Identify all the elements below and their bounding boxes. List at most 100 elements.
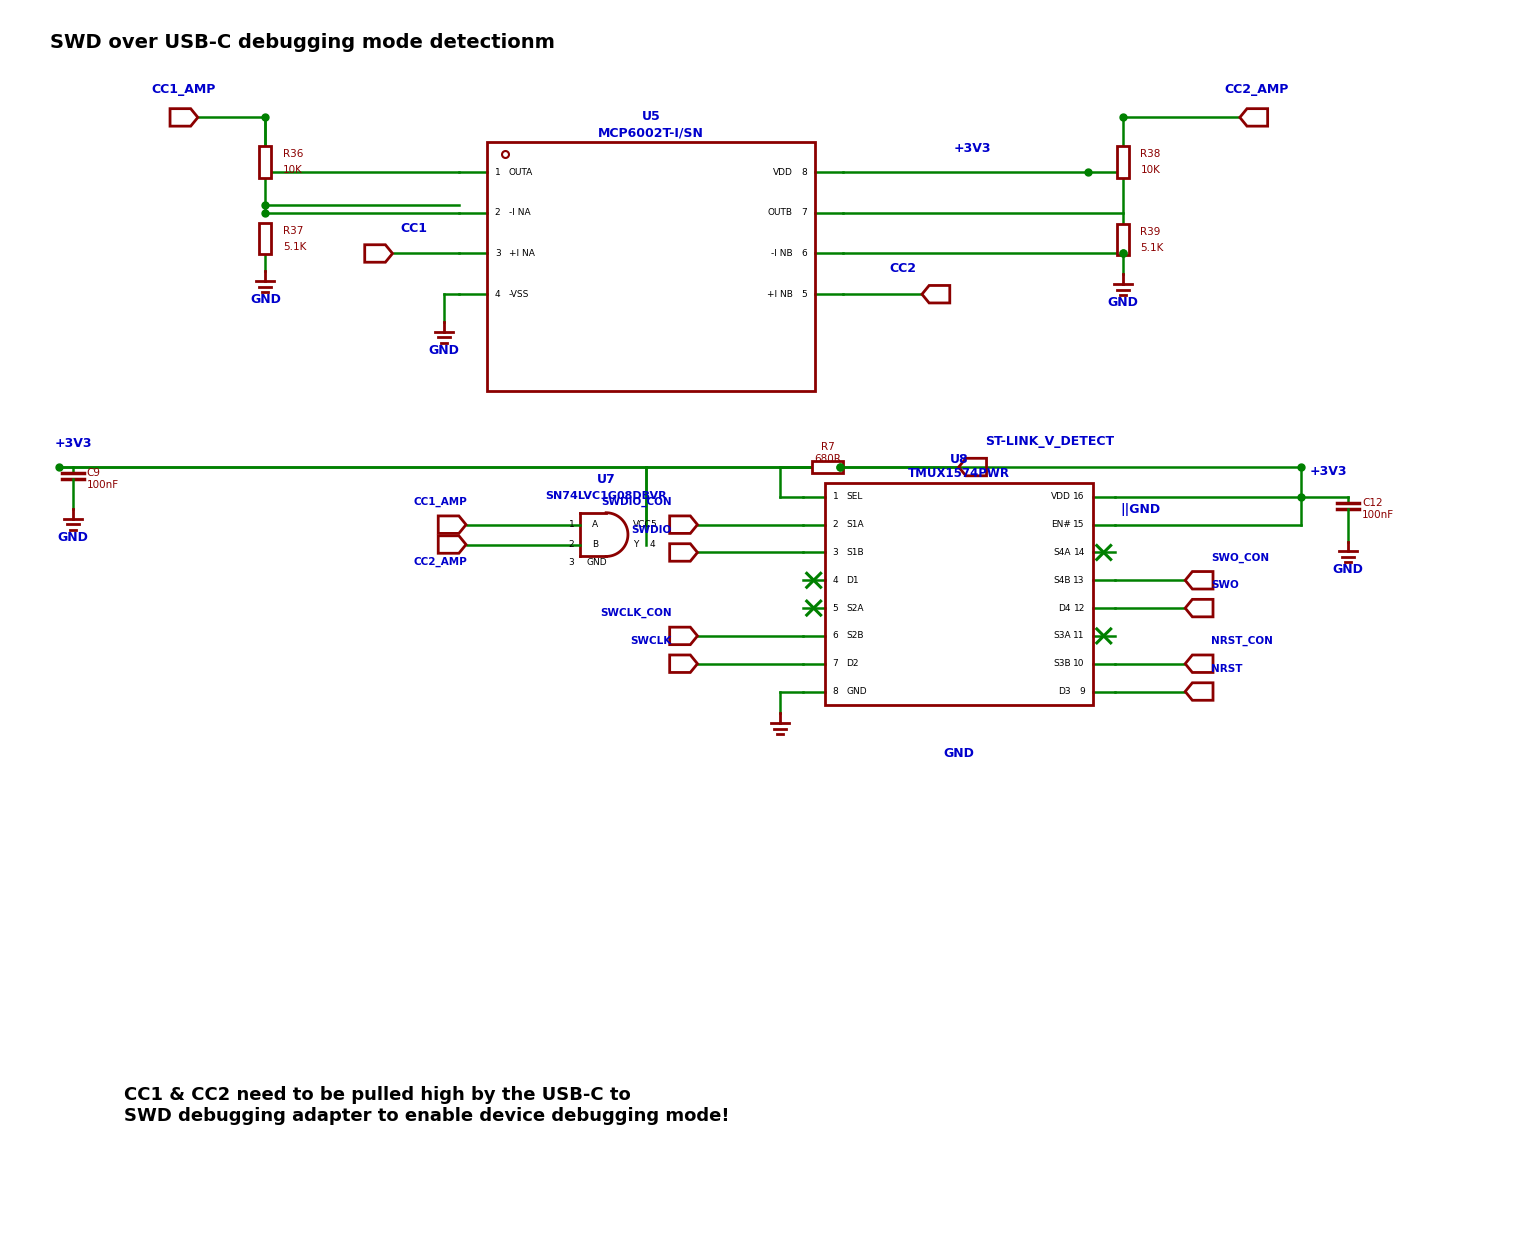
Text: -I NA: -I NA xyxy=(509,208,531,218)
Text: GND: GND xyxy=(943,748,974,760)
Text: SWDIO: SWDIO xyxy=(632,525,672,535)
Text: SWCLK_CON: SWCLK_CON xyxy=(600,608,672,618)
Bar xyxy=(1117,224,1129,255)
Text: CC1_AMP: CC1_AMP xyxy=(414,496,468,508)
Bar xyxy=(824,483,1094,705)
Text: VCC: VCC xyxy=(634,520,652,529)
Text: 10K: 10K xyxy=(1141,165,1160,175)
Text: B: B xyxy=(592,540,598,549)
Text: -I NB: -I NB xyxy=(771,249,794,258)
Text: 2: 2 xyxy=(569,540,574,549)
Text: CC1: CC1 xyxy=(400,221,428,235)
Text: Y: Y xyxy=(634,540,638,549)
Text: GND: GND xyxy=(586,557,608,567)
Text: OUTB: OUTB xyxy=(767,208,794,218)
Text: SWDIO_CON: SWDIO_CON xyxy=(601,496,672,508)
Text: 2: 2 xyxy=(495,208,500,218)
Text: CC1_AMP: CC1_AMP xyxy=(152,82,217,96)
Text: 12: 12 xyxy=(1074,603,1084,612)
Text: -VSS: -VSS xyxy=(509,290,529,299)
Text: +I NB: +I NB xyxy=(767,290,794,299)
Text: VDD: VDD xyxy=(1050,493,1070,501)
Text: S4B: S4B xyxy=(1054,576,1070,585)
Text: S1B: S1B xyxy=(846,547,864,557)
Text: R38: R38 xyxy=(1141,149,1161,159)
Text: 4: 4 xyxy=(495,290,500,299)
Text: U5: U5 xyxy=(641,111,660,123)
Text: SEL: SEL xyxy=(846,493,863,501)
Text: 3: 3 xyxy=(495,249,500,258)
Text: D1: D1 xyxy=(846,576,860,585)
Text: 5.1K: 5.1K xyxy=(1141,243,1164,253)
Text: +I NA: +I NA xyxy=(509,249,535,258)
Text: 4: 4 xyxy=(832,576,838,585)
Text: 680R: 680R xyxy=(814,454,841,464)
Text: S2A: S2A xyxy=(846,603,864,612)
Text: R7: R7 xyxy=(821,442,835,452)
Text: U8: U8 xyxy=(949,453,967,466)
Text: 6: 6 xyxy=(832,632,838,641)
Text: GND: GND xyxy=(1332,564,1364,576)
Text: GND: GND xyxy=(251,294,281,306)
Text: 14: 14 xyxy=(1074,547,1084,557)
Text: U7: U7 xyxy=(597,473,615,486)
Text: S4A: S4A xyxy=(1054,547,1070,557)
Text: 8: 8 xyxy=(801,168,807,177)
Bar xyxy=(1117,147,1129,178)
Text: 5: 5 xyxy=(832,603,838,612)
Text: 3: 3 xyxy=(832,547,838,557)
Text: D4: D4 xyxy=(1058,603,1070,612)
Text: CC2_AMP: CC2_AMP xyxy=(1224,82,1289,96)
Text: MCP6002T-I/SN: MCP6002T-I/SN xyxy=(598,127,704,139)
Text: GND: GND xyxy=(429,343,460,357)
Text: 1: 1 xyxy=(832,493,838,501)
Text: GND: GND xyxy=(57,530,88,544)
Text: NRST: NRST xyxy=(1210,663,1243,674)
Text: 10K: 10K xyxy=(283,165,303,175)
Text: SWCLK: SWCLK xyxy=(631,636,672,646)
Text: C9: C9 xyxy=(86,468,100,478)
Text: 5: 5 xyxy=(649,520,655,529)
Text: D2: D2 xyxy=(846,659,860,668)
Text: 6: 6 xyxy=(801,249,807,258)
Text: 5.1K: 5.1K xyxy=(283,241,306,251)
Text: S3B: S3B xyxy=(1054,659,1070,668)
Text: 5: 5 xyxy=(801,290,807,299)
Text: 11: 11 xyxy=(1074,632,1084,641)
Text: +3V3: +3V3 xyxy=(55,437,92,450)
Text: 2: 2 xyxy=(832,520,838,529)
Text: 100nF: 100nF xyxy=(86,480,118,490)
Text: S3A: S3A xyxy=(1054,632,1070,641)
Text: SN74LVC1G08DBVR: SN74LVC1G08DBVR xyxy=(546,491,667,501)
Text: 7: 7 xyxy=(801,208,807,218)
Text: 15: 15 xyxy=(1074,520,1084,529)
Text: 1: 1 xyxy=(569,520,574,529)
Bar xyxy=(260,147,271,178)
Text: 4: 4 xyxy=(649,540,655,549)
Text: SWD over USB-C debugging mode detectionm: SWD over USB-C debugging mode detectionm xyxy=(49,34,555,52)
Text: 9: 9 xyxy=(1080,687,1084,697)
Text: 16: 16 xyxy=(1074,493,1084,501)
Text: GND: GND xyxy=(1107,296,1138,309)
Text: R37: R37 xyxy=(283,225,303,235)
Text: CC2_AMP: CC2_AMP xyxy=(414,556,468,567)
Text: 100nF: 100nF xyxy=(1363,510,1393,520)
Text: 3: 3 xyxy=(569,557,574,567)
Text: ST-LINK_V_DETECT: ST-LINK_V_DETECT xyxy=(986,435,1115,448)
Text: TMUX1574PWR: TMUX1574PWR xyxy=(907,466,1010,480)
Text: C12: C12 xyxy=(1363,498,1383,508)
Text: CC2: CC2 xyxy=(889,262,917,275)
Text: ||GND: ||GND xyxy=(1121,503,1161,516)
Text: 10: 10 xyxy=(1074,659,1084,668)
Bar xyxy=(260,223,271,255)
Text: D3: D3 xyxy=(1058,687,1070,697)
Text: CC1 & CC2 need to be pulled high by the USB-C to
SWD debugging adapter to enable: CC1 & CC2 need to be pulled high by the … xyxy=(125,1086,731,1125)
Text: 7: 7 xyxy=(832,659,838,668)
Text: R36: R36 xyxy=(283,149,303,159)
Text: 1: 1 xyxy=(495,168,500,177)
Text: 13: 13 xyxy=(1074,576,1084,585)
Text: EN#: EN# xyxy=(1050,520,1070,529)
Text: VDD: VDD xyxy=(774,168,794,177)
Text: GND: GND xyxy=(846,687,867,697)
Text: S1A: S1A xyxy=(846,520,864,529)
